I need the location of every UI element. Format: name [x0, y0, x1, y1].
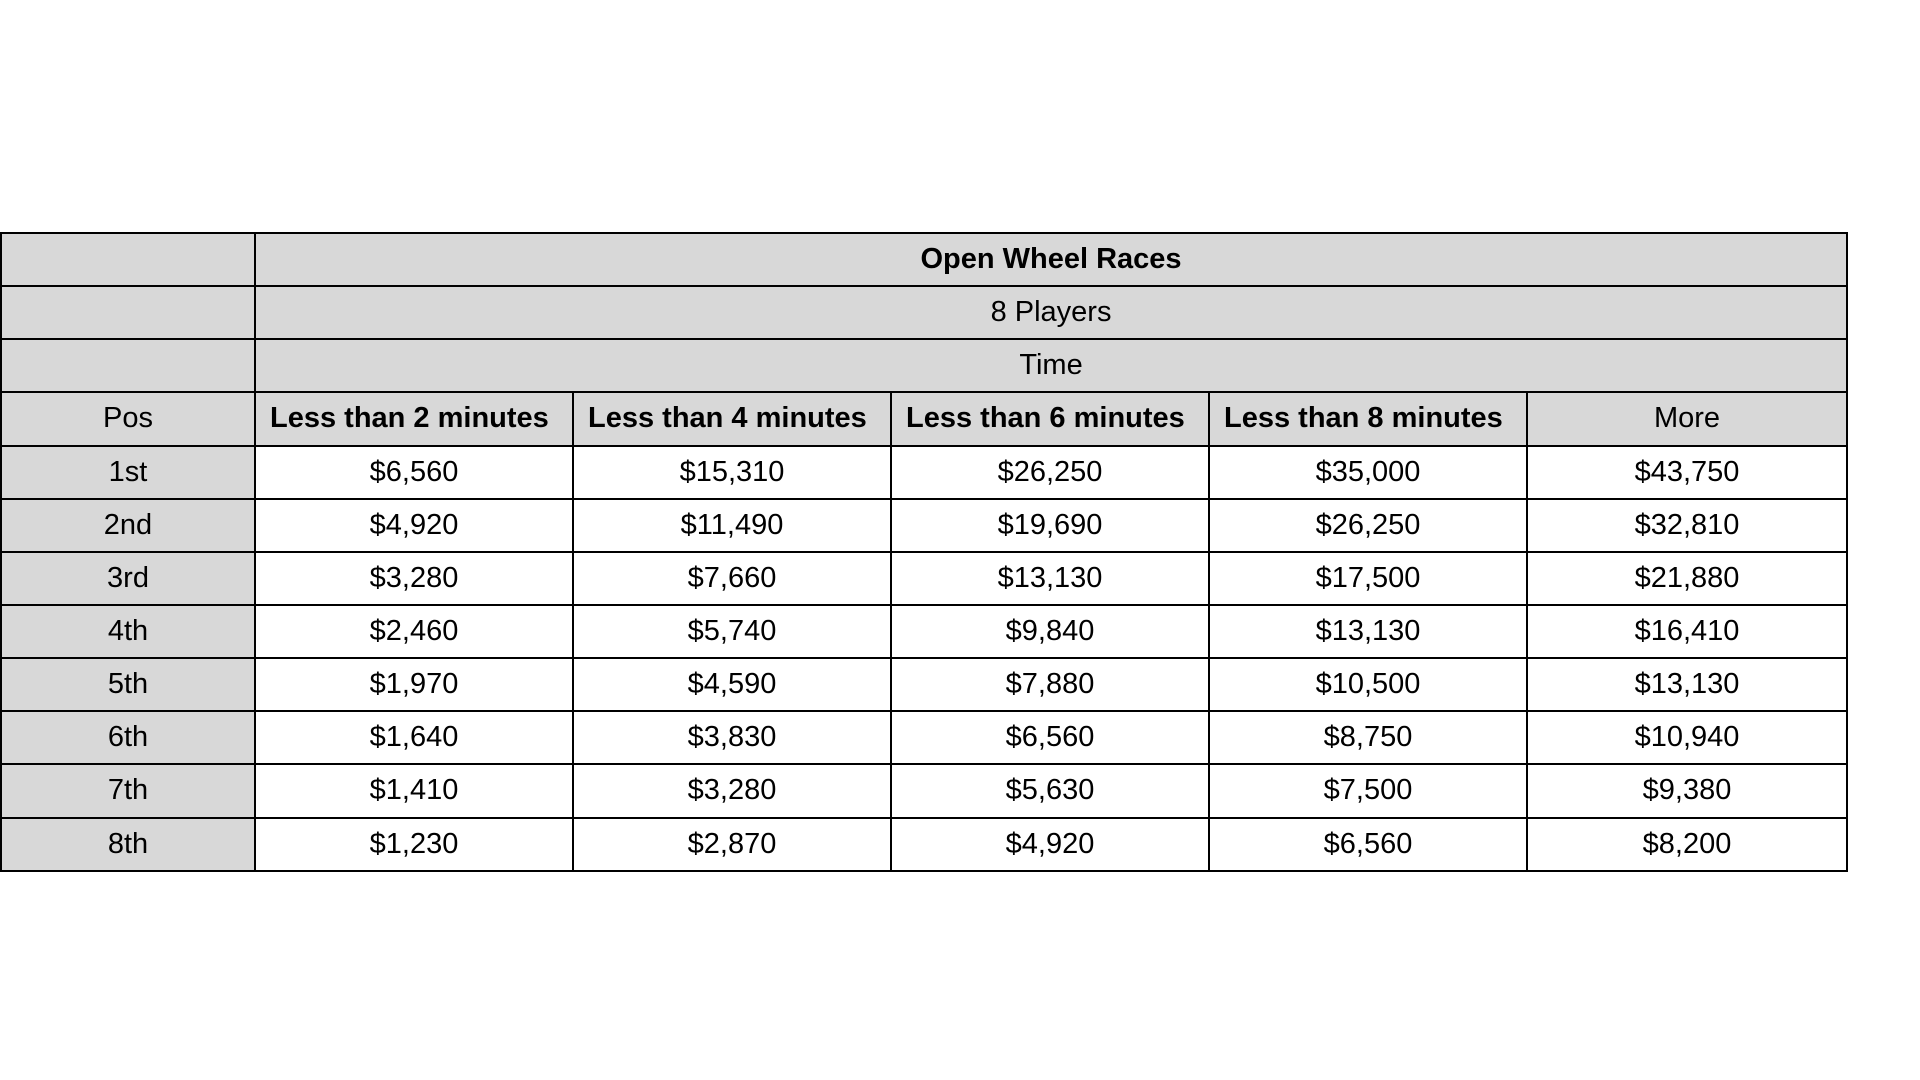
data-cell: $43,750 [1527, 446, 1847, 499]
title-row: Open Wheel Races [1, 233, 1847, 286]
time-col-4: More [1527, 392, 1847, 445]
blank-cell [1, 233, 255, 286]
table-row: 7th $1,410 $3,280 $5,630 $7,500 $9,380 [1, 764, 1847, 817]
data-cell: $26,250 [891, 446, 1209, 499]
data-cell: $1,410 [255, 764, 573, 817]
payout-table-container: Open Wheel Races 8 Players Time Pos Less… [0, 232, 1846, 872]
data-cell: $10,940 [1527, 711, 1847, 764]
data-cell: $21,880 [1527, 552, 1847, 605]
data-cell: $9,840 [891, 605, 1209, 658]
data-cell: $5,630 [891, 764, 1209, 817]
data-cell: $7,880 [891, 658, 1209, 711]
data-cell: $15,310 [573, 446, 891, 499]
data-cell: $4,920 [891, 818, 1209, 871]
blank-cell [1, 286, 255, 339]
data-cell: $3,280 [255, 552, 573, 605]
time-col-2: Less than 6 minutes [891, 392, 1209, 445]
table-row: 1st $6,560 $15,310 $26,250 $35,000 $43,7… [1, 446, 1847, 499]
data-cell: $6,560 [891, 711, 1209, 764]
pos-cell: 1st [1, 446, 255, 499]
data-cell: $1,640 [255, 711, 573, 764]
time-col-3: Less than 8 minutes [1209, 392, 1527, 445]
table-body: 1st $6,560 $15,310 $26,250 $35,000 $43,7… [1, 446, 1847, 871]
data-cell: $13,130 [1209, 605, 1527, 658]
subtitle-row: 8 Players [1, 286, 1847, 339]
data-cell: $3,830 [573, 711, 891, 764]
time-col-1: Less than 4 minutes [573, 392, 891, 445]
data-cell: $32,810 [1527, 499, 1847, 552]
data-cell: $11,490 [573, 499, 891, 552]
data-cell: $19,690 [891, 499, 1209, 552]
table-subtitle: 8 Players [255, 286, 1847, 339]
table-row: 6th $1,640 $3,830 $6,560 $8,750 $10,940 [1, 711, 1847, 764]
data-cell: $6,560 [255, 446, 573, 499]
data-cell: $13,130 [1527, 658, 1847, 711]
table-title: Open Wheel Races [255, 233, 1847, 286]
data-cell: $1,970 [255, 658, 573, 711]
table-row: 3rd $3,280 $7,660 $13,130 $17,500 $21,88… [1, 552, 1847, 605]
data-cell: $13,130 [891, 552, 1209, 605]
table-row: 2nd $4,920 $11,490 $19,690 $26,250 $32,8… [1, 499, 1847, 552]
pos-cell: 2nd [1, 499, 255, 552]
data-cell: $2,870 [573, 818, 891, 871]
pos-cell: 6th [1, 711, 255, 764]
data-cell: $35,000 [1209, 446, 1527, 499]
data-cell: $9,380 [1527, 764, 1847, 817]
category-row: Time [1, 339, 1847, 392]
data-cell: $7,660 [573, 552, 891, 605]
pos-cell: 5th [1, 658, 255, 711]
data-cell: $6,560 [1209, 818, 1527, 871]
data-cell: $4,590 [573, 658, 891, 711]
time-col-0: Less than 2 minutes [255, 392, 573, 445]
data-cell: $8,200 [1527, 818, 1847, 871]
blank-cell [1, 339, 255, 392]
data-cell: $1,230 [255, 818, 573, 871]
pos-cell: 4th [1, 605, 255, 658]
table-row: 8th $1,230 $2,870 $4,920 $6,560 $8,200 [1, 818, 1847, 871]
pos-cell: 7th [1, 764, 255, 817]
data-cell: $16,410 [1527, 605, 1847, 658]
table-category: Time [255, 339, 1847, 392]
data-cell: $26,250 [1209, 499, 1527, 552]
column-header-row: Pos Less than 2 minutes Less than 4 minu… [1, 392, 1847, 445]
data-cell: $8,750 [1209, 711, 1527, 764]
data-cell: $7,500 [1209, 764, 1527, 817]
pos-cell: 8th [1, 818, 255, 871]
data-cell: $17,500 [1209, 552, 1527, 605]
data-cell: $5,740 [573, 605, 891, 658]
data-cell: $2,460 [255, 605, 573, 658]
data-cell: $3,280 [573, 764, 891, 817]
table-row: 5th $1,970 $4,590 $7,880 $10,500 $13,130 [1, 658, 1847, 711]
payout-table: Open Wheel Races 8 Players Time Pos Less… [0, 232, 1848, 872]
data-cell: $10,500 [1209, 658, 1527, 711]
pos-header: Pos [1, 392, 255, 445]
data-cell: $4,920 [255, 499, 573, 552]
pos-cell: 3rd [1, 552, 255, 605]
table-row: 4th $2,460 $5,740 $9,840 $13,130 $16,410 [1, 605, 1847, 658]
